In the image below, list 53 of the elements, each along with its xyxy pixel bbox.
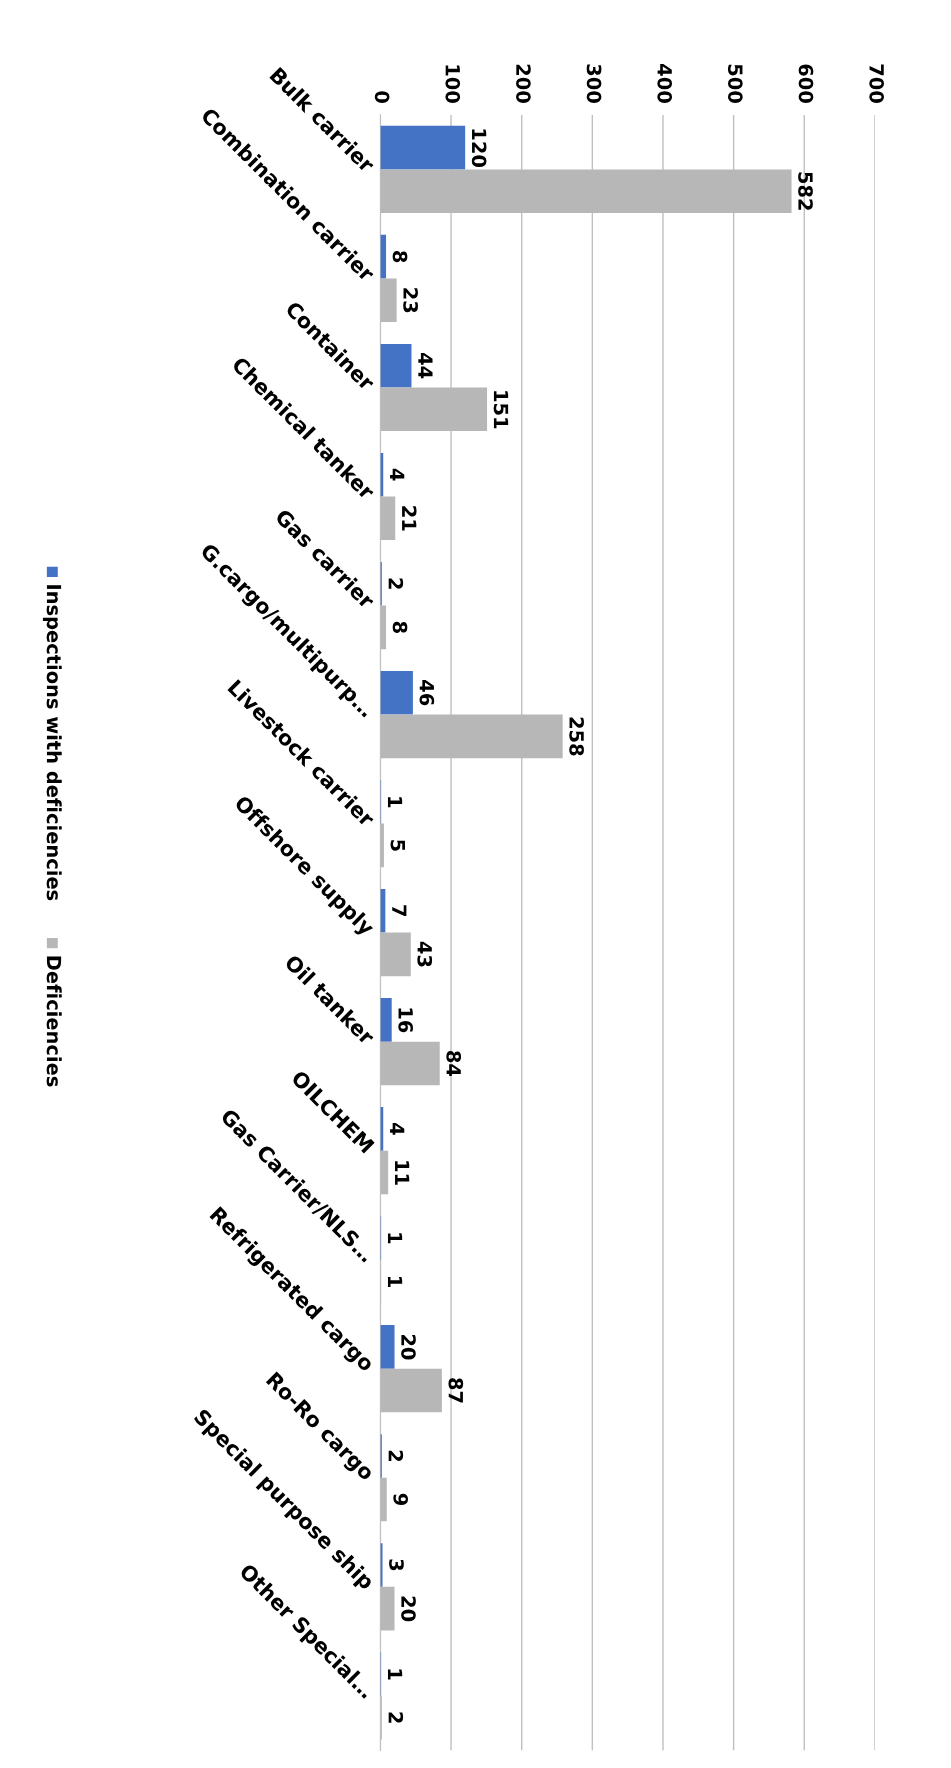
legend-label: Inspections with deficiencies <box>42 585 62 901</box>
data-label: 120 <box>471 129 487 167</box>
data-label: 1 <box>387 1276 403 1287</box>
data-label: 87 <box>448 1378 464 1403</box>
data-label: 20 <box>401 1596 416 1622</box>
data-label: 84 <box>446 1051 462 1077</box>
data-label: 46 <box>419 680 435 706</box>
x-tick-label: 300 <box>586 64 602 103</box>
data-label: 7 <box>392 905 407 917</box>
data-label: 1 <box>387 797 403 808</box>
bar <box>380 670 413 715</box>
data-label: 16 <box>398 1008 413 1033</box>
data-label: 20 <box>401 1334 416 1360</box>
data-label: 4 <box>390 1122 405 1135</box>
x-tick-label: 100 <box>445 65 461 103</box>
bar <box>380 1477 387 1522</box>
bar <box>380 1368 442 1413</box>
x-tick-label: 700 <box>869 64 884 103</box>
data-label: 11 <box>395 1161 410 1185</box>
data-label: 258 <box>569 717 584 756</box>
data-label: 8 <box>392 251 408 263</box>
legend-label: Deficiencies <box>46 956 62 1087</box>
data-label: 43 <box>417 941 433 967</box>
data-label: 44 <box>418 353 433 379</box>
data-label: 1 <box>387 1669 403 1680</box>
bar <box>380 278 397 323</box>
bar <box>380 1543 383 1587</box>
data-label: 23 <box>403 288 418 313</box>
data-label: 1 <box>387 1233 403 1244</box>
data-label: 2 <box>388 1450 404 1462</box>
x-tick-label: 400 <box>657 64 673 103</box>
bar <box>380 125 466 170</box>
data-label: 9 <box>393 1493 409 1506</box>
data-label: 8 <box>392 621 408 633</box>
data-label: 3 <box>389 1559 404 1571</box>
x-tick-label: 0 <box>374 91 390 103</box>
bar <box>380 1325 395 1369</box>
data-label: 2 <box>388 1712 404 1723</box>
bar <box>380 1041 440 1086</box>
bar <box>380 932 411 977</box>
x-tick-label: 600 <box>798 64 814 103</box>
bar <box>380 496 396 541</box>
data-label: 582 <box>798 172 813 210</box>
x-tick-label: 200 <box>516 64 531 103</box>
data-label: 4 <box>390 468 405 481</box>
data-label: 2 <box>388 578 404 589</box>
bar <box>380 1586 395 1631</box>
x-tick-label: 500 <box>727 64 743 103</box>
bar <box>380 343 412 388</box>
data-label: 5 <box>390 840 405 851</box>
data-label: 21 <box>402 506 417 531</box>
data-label: 151 <box>493 391 509 429</box>
bar <box>380 998 392 1042</box>
